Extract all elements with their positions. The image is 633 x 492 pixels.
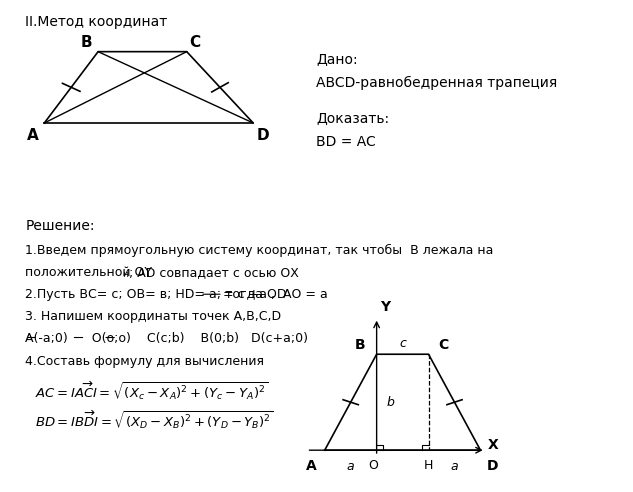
Text: A: A [27,128,39,143]
Text: $BD = I\overrightarrow{BDI} = \sqrt{(X_D - X_B)^2 + (Y_D - Y_B)^2}$: $BD = I\overrightarrow{BDI} = \sqrt{(X_D… [35,408,273,431]
Text: D: D [487,459,498,473]
Text: C: C [438,338,448,352]
Text: ABCD-равнобедренная трапеция: ABCD-равнобедренная трапеция [316,76,558,91]
Text: Дано:: Дано: [316,52,358,65]
Text: н: н [122,270,128,278]
Text: 2.Пусть ВС= c; ОВ= в; HD= a; тогда ОD: 2.Пусть ВС= c; ОВ= в; HD= a; тогда ОD [25,288,287,301]
Text: a: a [451,460,458,473]
Text: B: B [354,338,365,352]
Text: X: X [488,438,499,452]
Text: O: O [368,459,379,472]
Text: = c +a ,  АО = a: = c +a , АО = a [223,288,327,301]
Text: Y: Y [380,300,390,314]
Text: Решение:: Решение: [25,219,95,233]
Text: A: A [306,459,317,473]
Text: 1.Введем прямоугольную систему координат, так чтобы  В лежала на: 1.Введем прямоугольную систему координат… [25,244,494,257]
Text: ; AD совпадает с осью ОХ: ; AD совпадает с осью ОХ [129,266,299,278]
Text: положительной ОY: положительной ОY [25,266,153,278]
Text: C: C [189,35,200,50]
Text: H: H [424,459,433,472]
Text: a: a [347,460,354,473]
Text: Доказать:: Доказать: [316,111,390,124]
Text: 3. Напишем координаты точек А,В,С,D: 3. Напишем координаты точек А,В,С,D [25,310,282,323]
Text: II.Метод координат: II.Метод координат [25,15,168,29]
Text: 4.Составь формулу для вычисления: 4.Составь формулу для вычисления [25,355,265,368]
Text: B: B [81,35,92,50]
Text: BD = AC: BD = AC [316,135,376,149]
Text: A(-a;0)      O(o;o)    C(c;b)    B(0;b)   D(c+a;0): A(-a;0) O(o;o) C(c;b) B(0;b) D(c+a;0) [25,332,308,345]
Text: D: D [256,128,269,143]
Text: b: b [386,396,394,409]
Text: c: c [399,338,406,350]
Text: $AC = I\overrightarrow{ACI} = \sqrt{(X_c - X_A)^2 + (Y_c - Y_A)^2}$: $AC = I\overrightarrow{ACI} = \sqrt{(X_c… [35,379,268,402]
